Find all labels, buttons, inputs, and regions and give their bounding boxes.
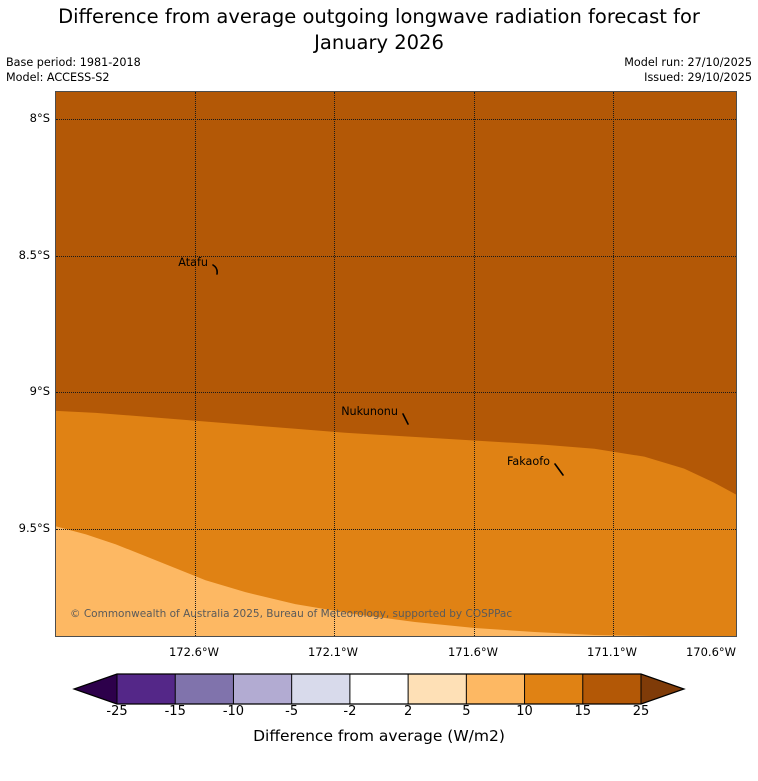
colorbar-band <box>291 674 351 704</box>
colorbar-title: Difference from average (W/m2) <box>253 727 505 745</box>
lon-tick-171-6: 171.6°W <box>448 645 498 659</box>
title-line-1: Difference from average outgoing longwav… <box>58 5 700 28</box>
issued-text: Issued: 29/10/2025 <box>644 70 752 84</box>
lat-tick-9-5: 9.5°S <box>0 521 50 535</box>
model-text: Model: ACCESS-S2 <box>6 70 110 84</box>
lat-tick-8-5-label: 8.5°S <box>18 248 50 262</box>
atoll-shape-icon <box>212 264 218 275</box>
colorbar-tick-neg10: -10 <box>222 704 245 719</box>
base-period-text: Base period: 1981-2018 <box>6 56 141 69</box>
anomaly-field <box>56 92 736 636</box>
lon-tick-171-1: 171.1°W <box>587 645 637 659</box>
map-plot-area: Atafu Nukunonu Fakaofo © Commonwealth of… <box>55 91 737 637</box>
lon-tick-171-1-label: 171.1°W <box>586 645 638 659</box>
colorbar-band <box>117 674 176 704</box>
lon-tick-171-6-label: 171.6°W <box>447 645 499 659</box>
colorbar-tick-25: 25 <box>632 704 650 719</box>
metadata-left: Base period: 1981-2018 Model: ACCESS-S2 <box>6 56 141 86</box>
colorbar-tick-neg5: -5 <box>285 704 299 719</box>
island-label-atafu: Atafu <box>178 256 208 269</box>
colorbar-extend-high <box>641 674 684 704</box>
colorbar-band <box>466 674 526 704</box>
lon-tick-170-6-label: 170.6°W <box>685 645 737 659</box>
lat-tick-9: 9°S <box>0 384 50 398</box>
lat-tick-8-5: 8.5°S <box>0 248 50 262</box>
colorbar-band <box>233 674 293 704</box>
colorbar-tick-5: 5 <box>462 704 471 719</box>
model-run-text: Model run: 27/10/2025 <box>624 56 752 69</box>
colorbar: -25 -15 -10 -5 -2 2 5 10 15 25 Difference from av… <box>0 668 758 781</box>
metadata-right: Model run: 27/10/2025 Issued: 29/10/2025 <box>624 56 752 86</box>
lon-tick-172-6: 172.6°W <box>169 645 219 659</box>
colorbar-tick-10: 10 <box>516 704 533 719</box>
contour-band-10-15 <box>56 410 736 636</box>
lat-tick-8-label: 8°S <box>29 111 50 125</box>
colorbar-band <box>582 674 642 704</box>
island-label-nukunonu: Nukunonu <box>341 405 398 418</box>
colorbar-swatches <box>72 673 686 705</box>
colorbar-band <box>349 674 409 704</box>
lon-tick-172-1: 172.1°W <box>308 645 358 659</box>
lat-tick-9-5-label: 9.5°S <box>18 521 50 535</box>
atoll-shape-icon <box>554 463 564 476</box>
colorbar-extend-low <box>74 674 117 704</box>
lat-tick-9-label: 9°S <box>29 384 50 398</box>
colorbar-tick-neg15: -15 <box>164 704 186 719</box>
colorbar-band <box>524 674 584 704</box>
island-label-fakaofo: Fakaofo <box>506 455 550 468</box>
colorbar-band <box>175 674 234 704</box>
colorbar-tick-neg25: -25 <box>106 704 128 719</box>
title-line-2: January 2026 <box>314 30 444 54</box>
colorbar-tick-2: 2 <box>403 704 413 719</box>
attribution-text: © Commonwealth of Australia 2025, Bureau… <box>70 608 513 620</box>
lon-tick-172-1-label: 172.1°W <box>307 645 359 659</box>
lon-tick-170-6: 170.6°W <box>686 645 736 659</box>
lat-tick-8: 8°S <box>0 111 50 125</box>
colorbar-tick-neg2: -2 <box>343 704 357 719</box>
colorbar-band <box>408 674 467 704</box>
lon-tick-172-6-label: 172.6°W <box>168 645 220 659</box>
colorbar-tick-15: 15 <box>574 704 592 719</box>
contour-band-5-10 <box>56 526 655 636</box>
atoll-shape-icon <box>402 413 409 425</box>
page-title: Difference from average outgoing longwav… <box>0 4 758 55</box>
